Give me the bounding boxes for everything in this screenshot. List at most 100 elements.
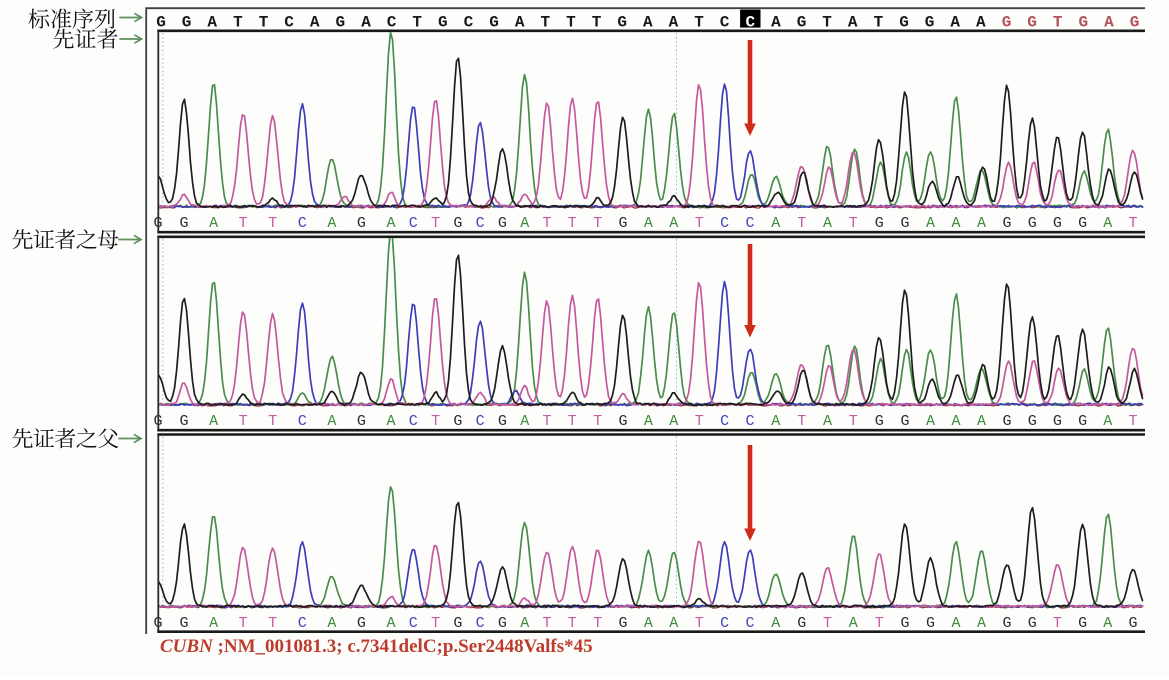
svg-text:T: T: [268, 413, 277, 430]
svg-text:A: A: [951, 615, 960, 632]
svg-text:G: G: [357, 413, 366, 430]
svg-text:A: A: [771, 14, 781, 32]
svg-text:A: A: [644, 413, 653, 430]
svg-text:T: T: [1128, 413, 1137, 430]
svg-text:A: A: [520, 413, 529, 430]
svg-text:G: G: [179, 413, 188, 430]
svg-text:A: A: [327, 413, 336, 430]
svg-text:C: C: [409, 215, 418, 232]
svg-text:T: T: [566, 14, 576, 32]
svg-text:G: G: [926, 615, 935, 632]
svg-text:A: A: [386, 615, 395, 632]
svg-text:G: G: [489, 14, 499, 32]
svg-text:G: G: [1002, 413, 1011, 430]
svg-text:T: T: [593, 215, 602, 232]
svg-text:G: G: [498, 413, 507, 430]
svg-text:A: A: [520, 215, 529, 232]
svg-text:G: G: [899, 14, 909, 32]
svg-text:A: A: [310, 14, 320, 32]
svg-text:T: T: [542, 413, 551, 430]
svg-text:G: G: [618, 215, 627, 232]
svg-text:G: G: [1078, 615, 1087, 632]
svg-text:G: G: [438, 14, 448, 32]
svg-text:A: A: [1103, 413, 1112, 430]
svg-text:A: A: [951, 215, 960, 232]
svg-text:G: G: [1028, 413, 1037, 430]
svg-text:T: T: [875, 615, 884, 632]
svg-text:A: A: [669, 215, 678, 232]
svg-text:A: A: [1104, 14, 1114, 32]
svg-text:C: C: [476, 413, 485, 430]
svg-text:G: G: [153, 615, 162, 632]
svg-text:T: T: [412, 14, 422, 32]
svg-text:A: A: [771, 413, 780, 430]
svg-text:T: T: [431, 215, 440, 232]
svg-text:A: A: [1103, 215, 1112, 232]
svg-text:T: T: [239, 413, 248, 430]
svg-text:G: G: [335, 14, 345, 32]
svg-text:G: G: [179, 215, 188, 232]
svg-text:A: A: [386, 215, 395, 232]
svg-text:G: G: [179, 615, 188, 632]
svg-text:C: C: [464, 14, 474, 32]
svg-text:G: G: [1028, 215, 1037, 232]
svg-text:T: T: [1053, 14, 1063, 32]
svg-text:G: G: [1130, 14, 1140, 32]
svg-text:C: C: [720, 413, 729, 430]
svg-text:T: T: [695, 615, 704, 632]
svg-text:G: G: [357, 615, 366, 632]
svg-text:G: G: [900, 413, 909, 430]
svg-text:G: G: [1078, 215, 1087, 232]
svg-text:G: G: [357, 215, 366, 232]
svg-text:T: T: [542, 615, 551, 632]
svg-text:C: C: [720, 14, 730, 32]
svg-text:G: G: [498, 615, 507, 632]
svg-text:C: C: [409, 413, 418, 430]
svg-text:T: T: [695, 215, 704, 232]
svg-text:A: A: [207, 14, 217, 32]
svg-text:G: G: [900, 215, 909, 232]
svg-text:A: A: [771, 615, 780, 632]
svg-text:C: C: [387, 14, 397, 32]
svg-text:G: G: [618, 413, 627, 430]
svg-text:G: G: [875, 215, 884, 232]
svg-text:A: A: [644, 615, 653, 632]
svg-text:T: T: [797, 215, 806, 232]
svg-text:T: T: [822, 14, 832, 32]
svg-text:A: A: [669, 413, 678, 430]
svg-text:T: T: [268, 215, 277, 232]
svg-text:T: T: [568, 615, 577, 632]
svg-text:C: C: [720, 215, 729, 232]
svg-text:A: A: [977, 215, 986, 232]
svg-text:G: G: [1028, 615, 1037, 632]
svg-text:T: T: [233, 14, 243, 32]
svg-text:T: T: [849, 413, 858, 430]
svg-text:G: G: [618, 615, 627, 632]
svg-text:T: T: [568, 413, 577, 430]
svg-text:T: T: [694, 14, 704, 32]
svg-text:G: G: [925, 14, 935, 32]
svg-text:T: T: [239, 215, 248, 232]
svg-text:A: A: [327, 215, 336, 232]
svg-text:G: G: [1002, 615, 1011, 632]
svg-text:T: T: [593, 615, 602, 632]
svg-text:A: A: [848, 14, 858, 32]
svg-text:G: G: [1002, 215, 1011, 232]
svg-text:T: T: [849, 215, 858, 232]
svg-text:A: A: [361, 14, 371, 32]
svg-text:G: G: [453, 413, 462, 430]
svg-text:T: T: [797, 413, 806, 430]
svg-text:G: G: [1002, 14, 1012, 32]
svg-text:A: A: [669, 14, 679, 32]
svg-text:CUBN ;NM_001081.3; c.7341delC;: CUBN ;NM_001081.3; c.7341delC;p.Ser2448V…: [160, 636, 593, 657]
svg-text:T: T: [592, 14, 602, 32]
svg-text:T: T: [259, 14, 269, 32]
svg-text:C: C: [476, 215, 485, 232]
svg-text:G: G: [453, 615, 462, 632]
svg-text:A: A: [823, 413, 832, 430]
svg-text:A: A: [849, 615, 858, 632]
svg-text:T: T: [1128, 215, 1137, 232]
svg-text:T: T: [239, 615, 248, 632]
svg-text:C: C: [284, 14, 294, 32]
svg-text:G: G: [875, 413, 884, 430]
